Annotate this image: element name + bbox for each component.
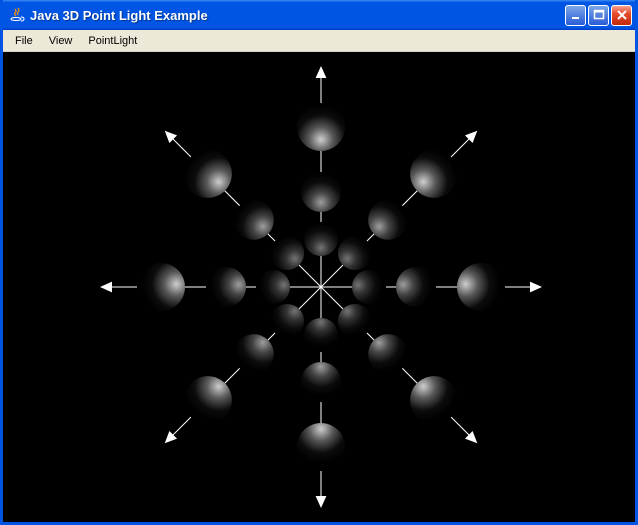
- titlebar[interactable]: Java 3D Point Light Example: [3, 0, 635, 30]
- java-cup-icon: [9, 7, 25, 23]
- window-title: Java 3D Point Light Example: [30, 8, 565, 23]
- app-window: Java 3D Point Light Example File View Po…: [0, 0, 638, 525]
- window-control-buttons: [565, 5, 632, 26]
- menubar: File View PointLight: [3, 30, 635, 52]
- maximize-button[interactable]: [588, 5, 609, 26]
- 3d-viewport[interactable]: [3, 52, 635, 522]
- close-button[interactable]: [611, 5, 632, 26]
- menu-pointlight[interactable]: PointLight: [80, 33, 145, 49]
- scene-svg: [3, 52, 635, 520]
- minimize-button[interactable]: [565, 5, 586, 26]
- menu-view[interactable]: View: [41, 33, 81, 49]
- menu-file[interactable]: File: [7, 33, 41, 49]
